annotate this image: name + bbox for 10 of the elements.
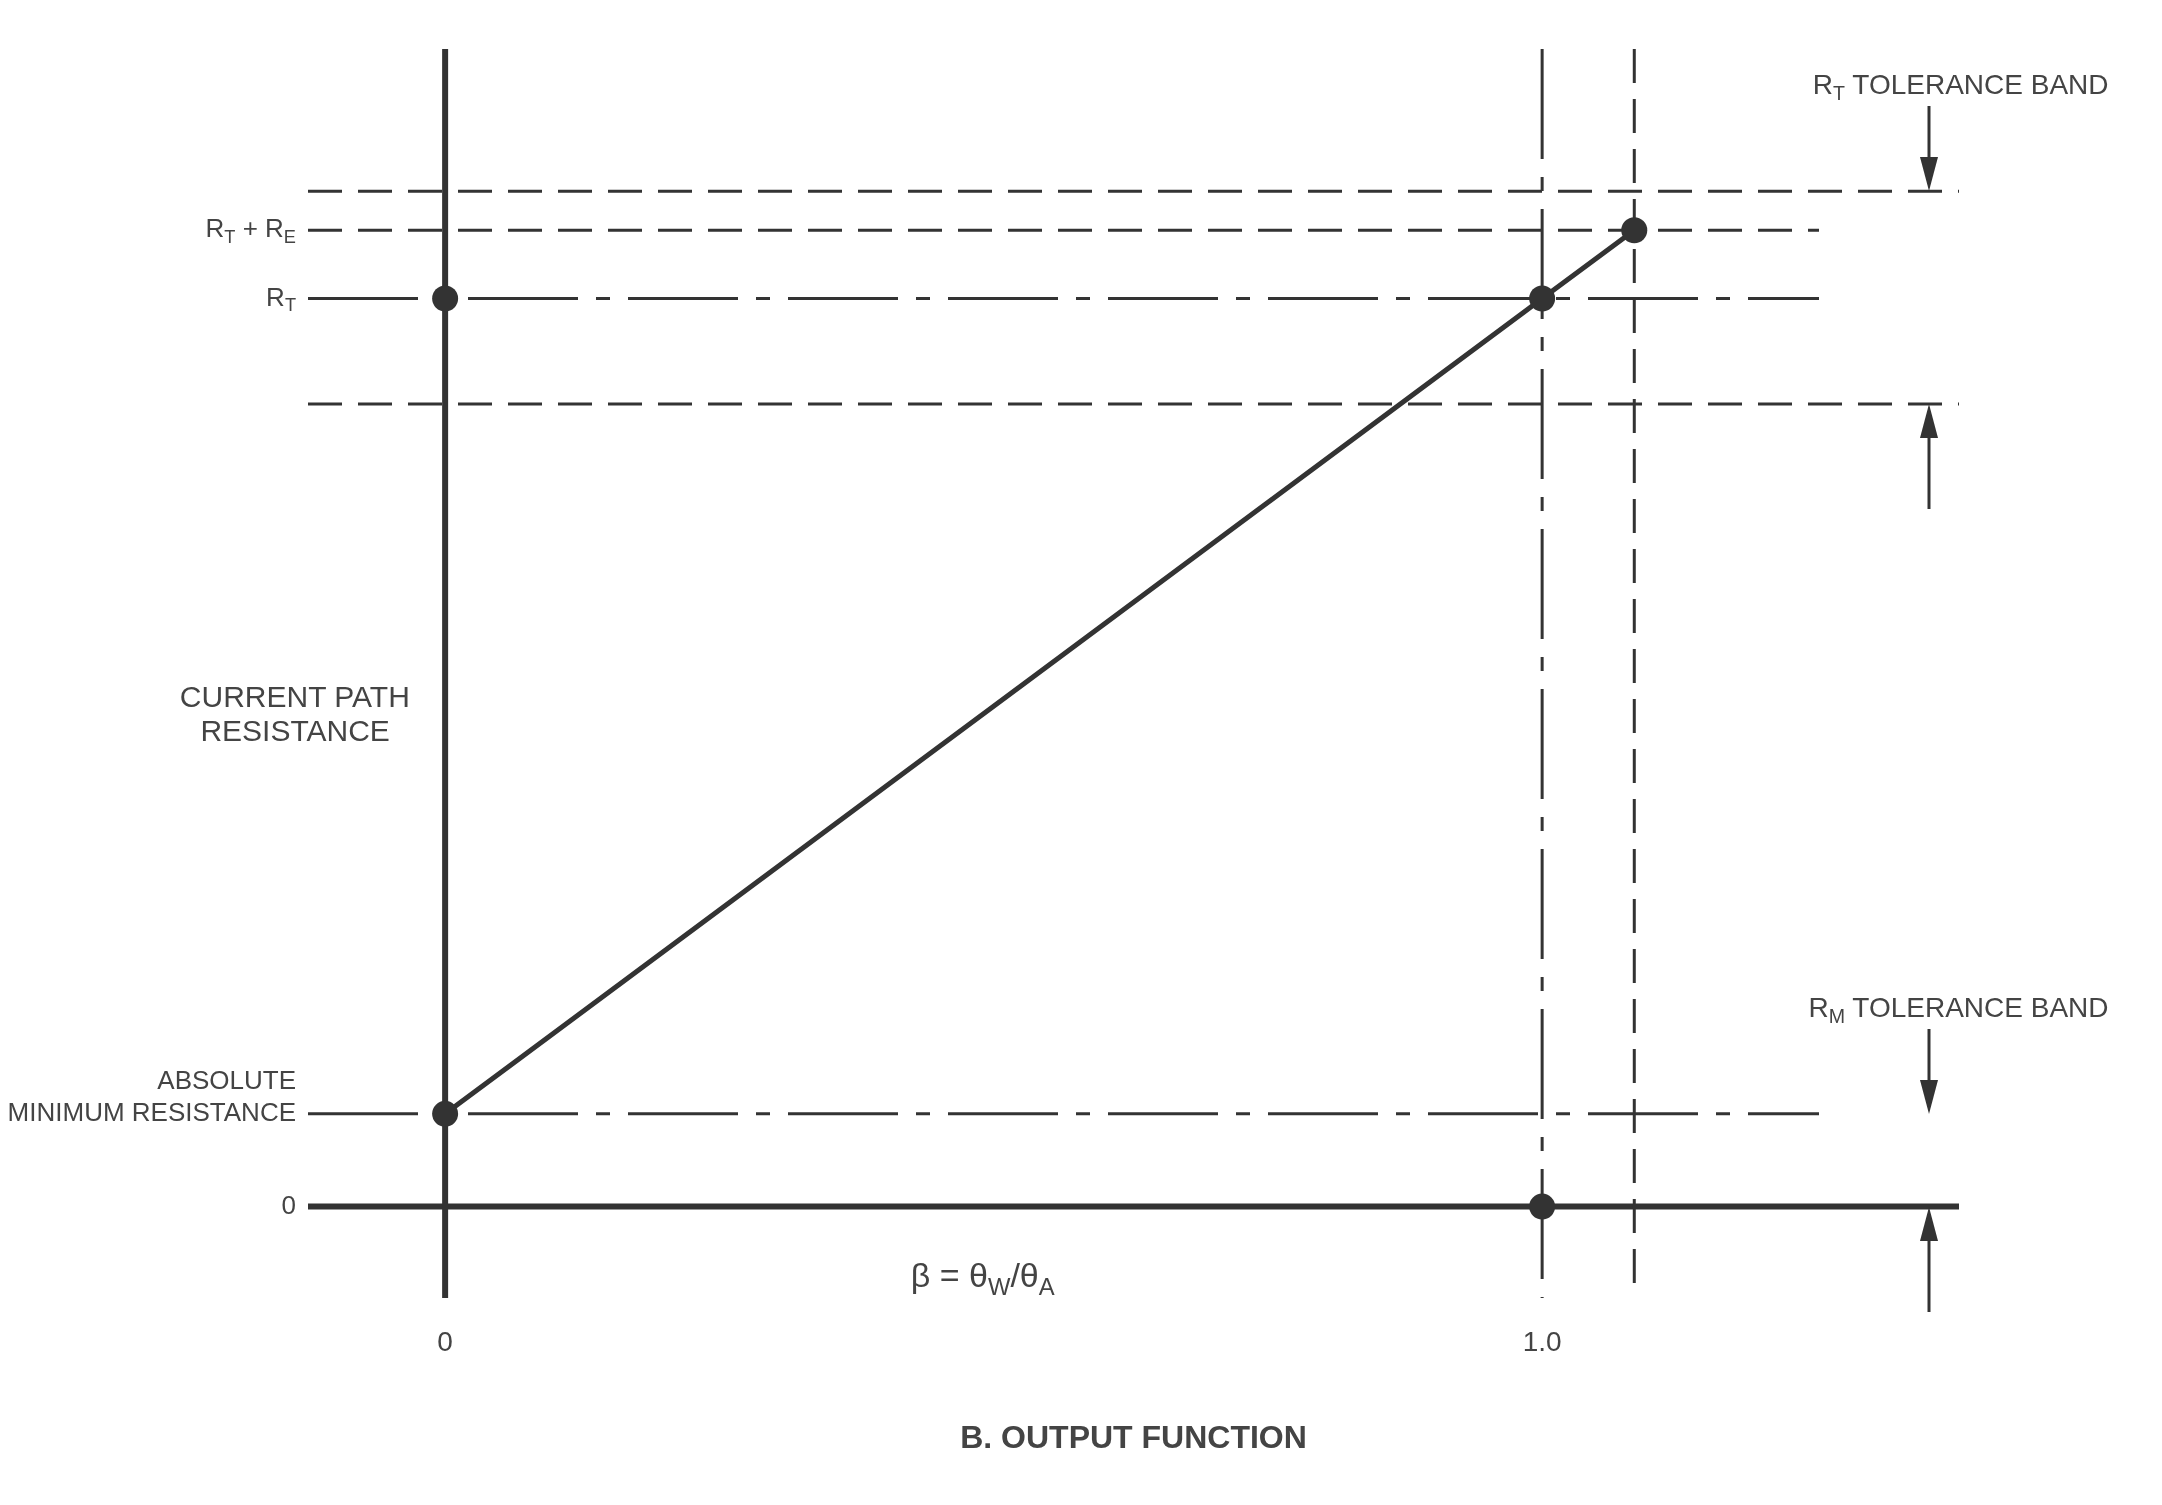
x-tick-label: 1.0 bbox=[1522, 1325, 1562, 1357]
point bbox=[1621, 217, 1648, 244]
point bbox=[1529, 285, 1556, 312]
ref-line-label: ABSOLUTE MINIMUM RESISTANCE bbox=[7, 1065, 297, 1128]
ref-line-label: 0 bbox=[281, 1189, 297, 1220]
text: B. OUTPUT FUNCTION bbox=[960, 1418, 1307, 1455]
point bbox=[432, 285, 459, 312]
point bbox=[432, 1100, 459, 1127]
point bbox=[1529, 1193, 1556, 1220]
y-axis-title: CURRENT PATH RESISTANCE bbox=[179, 680, 410, 748]
